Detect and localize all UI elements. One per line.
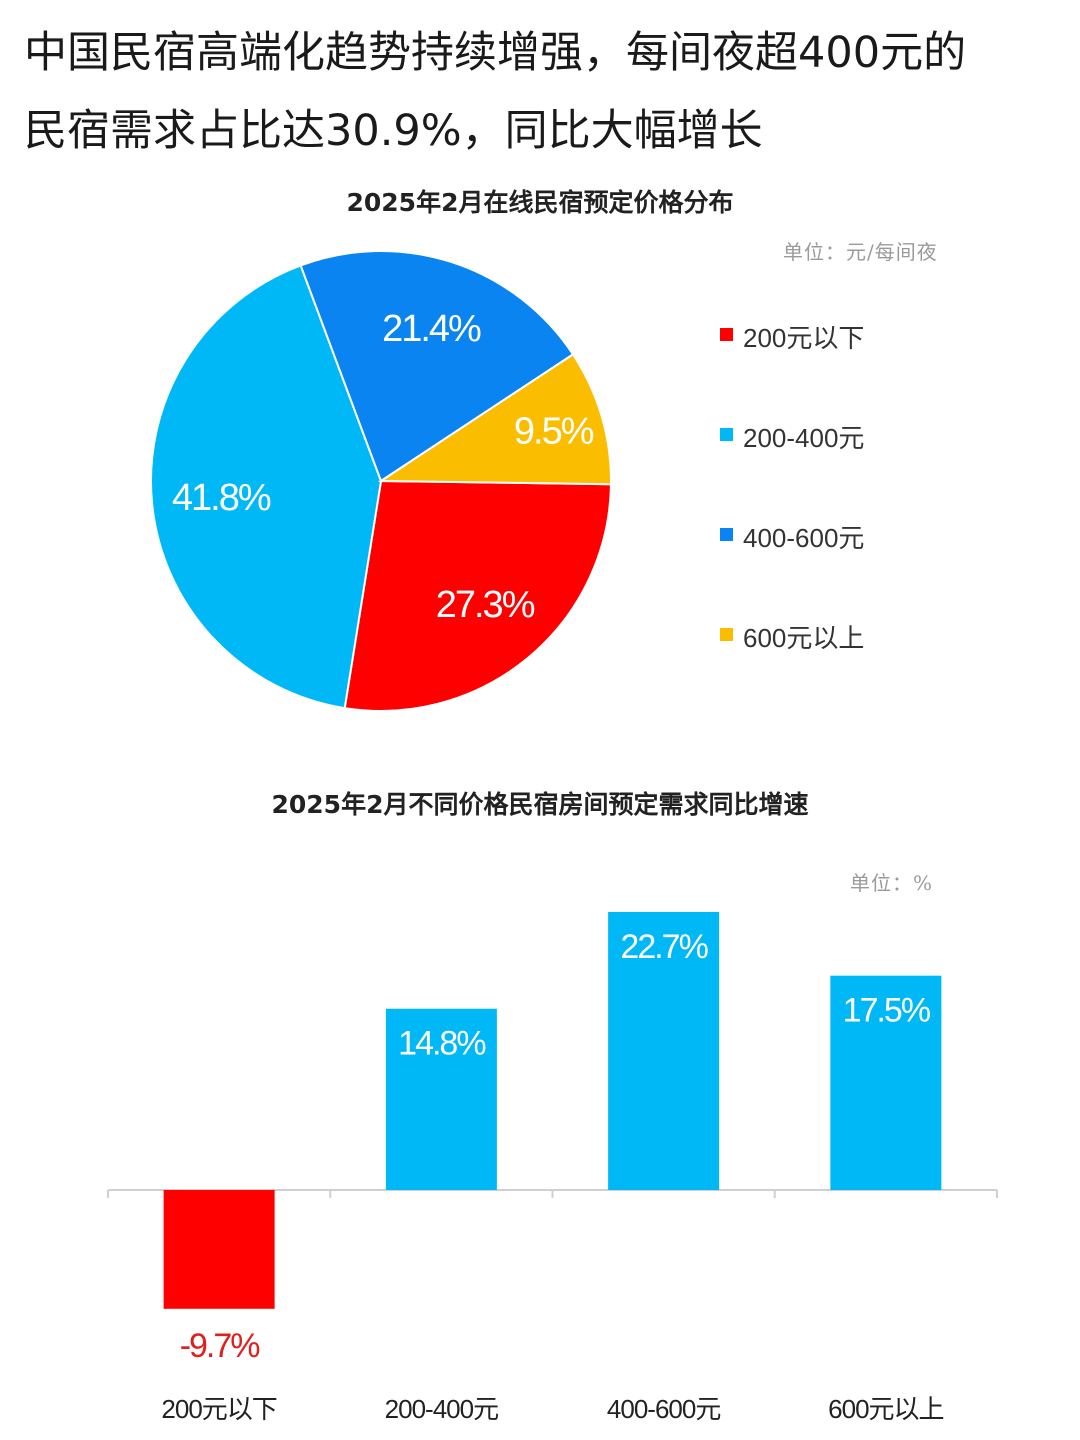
legend-item: 400-600元: [720, 518, 864, 618]
pie-slice-label: 9.5%: [514, 411, 594, 453]
x-tick-label: 400-600元: [607, 1394, 720, 1424]
x-tick-label: 600元以上: [828, 1394, 943, 1424]
bar: [163, 1190, 275, 1309]
legend-label: 200元以下: [743, 323, 865, 353]
pie-slice-label: 21.4%: [382, 308, 481, 350]
headline-line-2: 民宿需求占比达30.9%，同比大幅增长: [24, 106, 763, 156]
headline-line-1: 中国民宿高端化趋势持续增强，每间夜超400元的: [24, 28, 967, 78]
x-tick-label: 200元以下: [161, 1394, 276, 1424]
pie-slice: [377, 353, 612, 486]
pie-slice: [150, 264, 383, 710]
legend-item: 200元以下: [720, 318, 864, 418]
bar: [385, 1008, 497, 1190]
legend-item: 600元以上: [720, 618, 864, 718]
legend-swatch: [720, 328, 733, 341]
pie-chart-title: 2025年2月在线民宿预定价格分布: [346, 188, 734, 217]
bar-data-label: -9.7%: [180, 1327, 261, 1365]
legend-swatch: [720, 428, 733, 441]
bar-chart-unit: 单位：%: [850, 871, 934, 895]
bar-data-label: 14.8%: [398, 1025, 486, 1063]
bar-data-label: 17.5%: [843, 992, 931, 1030]
pie-slice-label: 41.8%: [172, 477, 271, 519]
legend-swatch: [720, 628, 733, 641]
pie-chart-unit: 单位：元/每间夜: [783, 240, 938, 264]
pie-slice-label: 27.3%: [436, 584, 535, 626]
legend-swatch: [720, 528, 733, 541]
headline: 中国民宿高端化趋势持续增强，每间夜超400元的 民宿需求占比达30.9%，同比大…: [24, 14, 1054, 170]
pie-legend: 200元以下 200-400元 400-600元 600元以上: [720, 318, 864, 718]
bar-chart-title: 2025年2月不同价格民宿房间预定需求同比增速: [271, 790, 809, 819]
legend-item: 200-400元: [720, 418, 864, 518]
legend-label: 200-400元: [743, 423, 865, 453]
x-tick-label: 200-400元: [385, 1394, 498, 1424]
pie-chart: 27.3% 41.8% 21.4% 9.5%: [150, 250, 612, 712]
pie-slice: [343, 479, 612, 712]
bar: [830, 975, 942, 1190]
pie-slice: [299, 250, 575, 483]
bar: [608, 912, 720, 1190]
bar-data-label: 22.7%: [620, 928, 708, 966]
legend-label: 400-600元: [743, 523, 865, 553]
legend-label: 600元以上: [743, 623, 865, 653]
